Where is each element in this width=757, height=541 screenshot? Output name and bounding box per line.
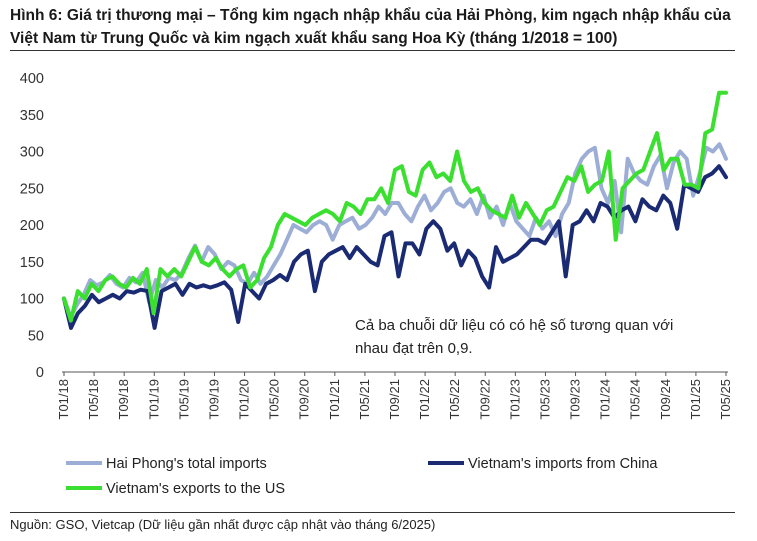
x-tick-label: T01/25: [688, 379, 703, 419]
x-axis: T01/18 T05/18 T09/18 T01/19 T05/19 T09/19 T01/…: [56, 372, 733, 419]
bottom-rule: [10, 512, 735, 513]
x-tick-label: T05/24: [628, 379, 643, 419]
x-tick-label: T09/18: [116, 379, 131, 419]
x-tick-label: T01/22: [417, 379, 432, 419]
x-tick-label: T01/18: [56, 379, 71, 419]
x-tick-label: T01/21: [327, 379, 342, 419]
y-tick-label: 400: [20, 71, 44, 87]
top-rule: [10, 50, 735, 51]
x-tick-label: T05/18: [86, 379, 101, 419]
x-tick-label: T01/20: [237, 379, 252, 419]
y-tick-label: 200: [20, 218, 44, 234]
legend-label: Hai Phong's total imports: [106, 456, 267, 472]
x-tick-label: T05/21: [357, 379, 372, 419]
x-tick-label: T09/19: [206, 379, 221, 419]
y-tick-label: 0: [36, 365, 44, 381]
y-tick-label: 150: [20, 255, 44, 271]
x-tick-label: T09/20: [297, 379, 312, 419]
annotation: Cả ba chuỗi dữ liệu có có hệ số tương qu…: [355, 317, 673, 357]
y-tick-label: 350: [20, 108, 44, 124]
series-line-3: [62, 90, 728, 323]
source-note: Nguồn: GSO, Vietcap (Dữ liệu gần nhất đư…: [10, 517, 436, 532]
y-tick-label: 250: [20, 181, 44, 197]
legend: Hai Phong's total imports Vietnam's impor…: [66, 456, 658, 497]
chart-title: Hình 6: Giá trị thương mại – Tổng kim ng…: [10, 7, 731, 47]
legend-label: Vietnam's imports from China: [468, 456, 658, 472]
x-tick-label: T01/19: [146, 379, 161, 419]
x-tick-label: T05/19: [176, 379, 191, 419]
x-tick-label: T05/25: [718, 379, 733, 419]
x-tick-label: T01/24: [598, 379, 613, 419]
x-tick-label: T09/23: [568, 379, 583, 419]
y-axis: 0 50 100 150 200 250 300 350 400: [20, 71, 44, 381]
y-tick-label: 300: [20, 145, 44, 161]
x-tick-label: T05/22: [447, 379, 462, 419]
x-tick-label: T09/22: [477, 379, 492, 419]
annotation-line-1: Cả ba chuỗi dữ liệu có có hệ số tương qu…: [355, 317, 673, 334]
x-tick-label: T01/23: [507, 379, 522, 419]
x-tick-label: T09/21: [387, 379, 402, 419]
legend-label: Vietnam's exports to the US: [106, 481, 285, 497]
x-tick-label: T09/24: [658, 379, 673, 419]
y-tick-label: 100: [20, 292, 44, 308]
series-lines: [62, 90, 728, 330]
annotation-line-2: nhau đạt trên 0,9.: [355, 340, 473, 357]
y-tick-label: 50: [28, 328, 44, 344]
x-tick-label: T05/20: [267, 379, 282, 419]
series-line-1: [62, 142, 728, 319]
x-tick-label: T05/23: [537, 379, 552, 419]
